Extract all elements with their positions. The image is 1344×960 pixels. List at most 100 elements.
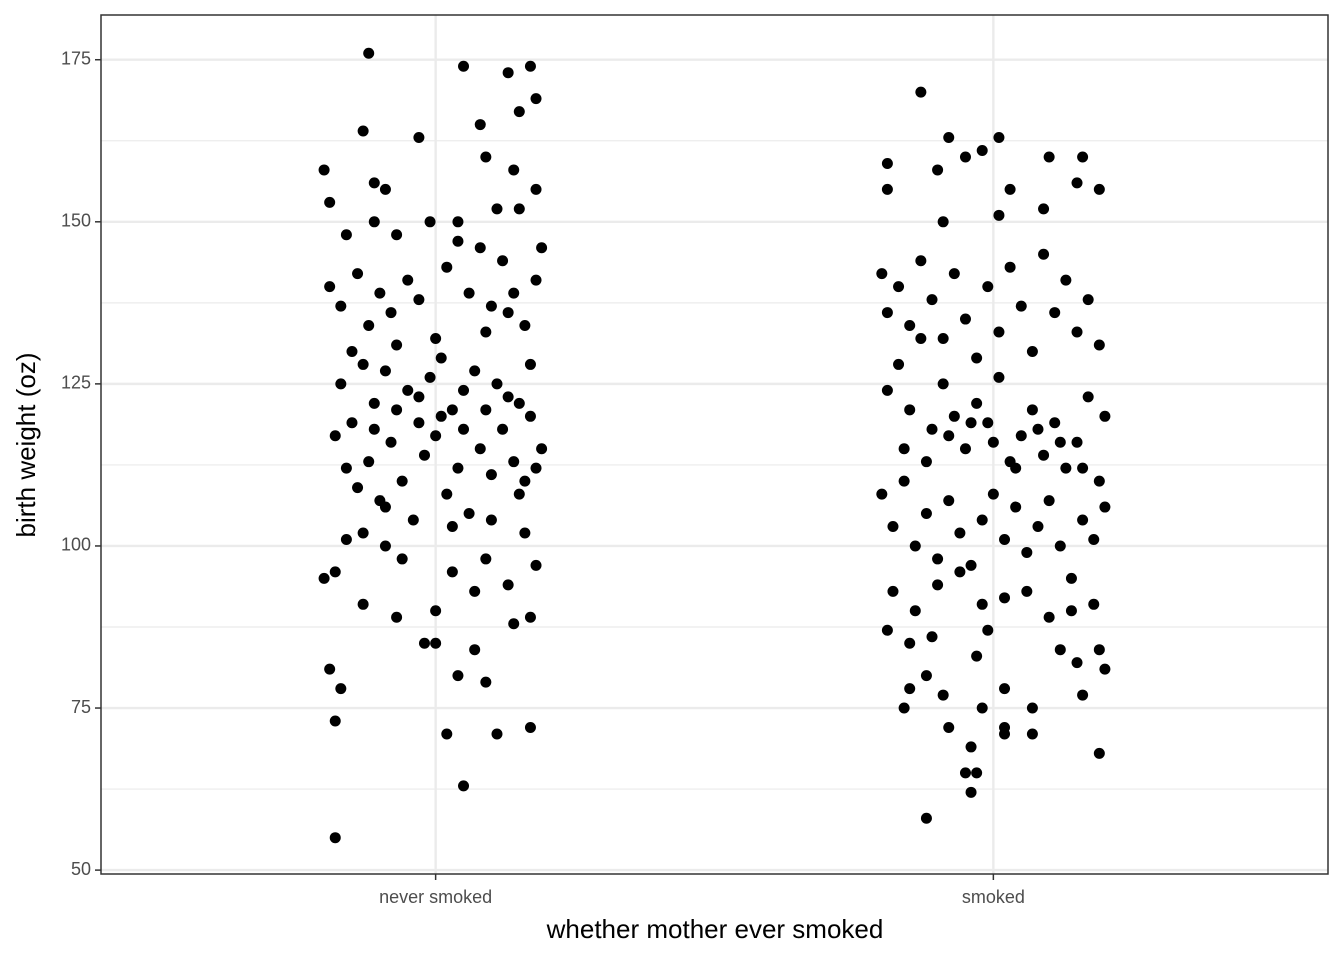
- point: [932, 553, 944, 565]
- point: [363, 47, 375, 59]
- point: [379, 183, 391, 195]
- point: [987, 488, 999, 500]
- point: [363, 456, 375, 468]
- point: [920, 812, 932, 824]
- point: [943, 430, 955, 442]
- point: [413, 391, 425, 403]
- point: [1015, 300, 1027, 312]
- point: [452, 462, 464, 474]
- point: [959, 313, 971, 325]
- point: [497, 423, 509, 435]
- point: [524, 410, 536, 422]
- point: [446, 566, 458, 578]
- point: [926, 631, 938, 643]
- point: [1093, 339, 1105, 351]
- y-tick-label: 75: [71, 697, 91, 717]
- point: [446, 404, 458, 416]
- point: [485, 514, 497, 526]
- point: [1065, 605, 1077, 617]
- point: [976, 598, 988, 610]
- point: [1082, 391, 1094, 403]
- point: [915, 86, 927, 98]
- point: [1026, 728, 1038, 740]
- point: [458, 423, 470, 435]
- point: [881, 384, 893, 396]
- point: [976, 144, 988, 156]
- point: [943, 721, 955, 733]
- point: [418, 449, 430, 461]
- point: [379, 501, 391, 513]
- point: [1082, 294, 1094, 306]
- point: [480, 676, 492, 688]
- point: [915, 255, 927, 267]
- point: [965, 741, 977, 753]
- point: [391, 339, 403, 351]
- point: [413, 294, 425, 306]
- point: [335, 378, 347, 390]
- point: [474, 242, 486, 254]
- point: [937, 333, 949, 345]
- point: [999, 721, 1011, 733]
- point: [1077, 462, 1089, 474]
- point: [519, 320, 531, 332]
- point: [920, 670, 932, 682]
- point: [368, 397, 380, 409]
- point: [982, 417, 994, 429]
- point: [1021, 546, 1033, 558]
- point: [893, 281, 905, 293]
- point: [502, 307, 514, 319]
- point: [1093, 747, 1105, 759]
- point: [965, 417, 977, 429]
- point: [1099, 663, 1111, 675]
- point: [391, 229, 403, 241]
- point: [407, 514, 419, 526]
- point: [430, 430, 442, 442]
- point: [402, 384, 414, 396]
- point: [954, 527, 966, 539]
- point: [1043, 611, 1055, 623]
- point: [915, 333, 927, 345]
- point: [1099, 410, 1111, 422]
- point: [959, 443, 971, 455]
- point: [893, 358, 905, 370]
- point: [452, 670, 464, 682]
- point: [418, 637, 430, 649]
- point: [881, 183, 893, 195]
- point: [1021, 585, 1033, 597]
- point: [374, 287, 386, 299]
- point: [480, 404, 492, 416]
- point: [441, 728, 453, 740]
- point: [324, 196, 336, 208]
- point: [502, 579, 514, 591]
- point: [491, 203, 503, 215]
- point: [948, 410, 960, 422]
- point: [340, 229, 352, 241]
- point: [993, 326, 1005, 338]
- point: [904, 320, 916, 332]
- point: [937, 689, 949, 701]
- plot-background: [101, 15, 1328, 874]
- point: [1071, 657, 1083, 669]
- point: [329, 566, 341, 578]
- point: [999, 683, 1011, 695]
- point: [391, 404, 403, 416]
- panel-border: [100, 14, 1329, 875]
- point: [881, 307, 893, 319]
- point: [435, 352, 447, 364]
- point: [469, 585, 481, 597]
- point: [435, 410, 447, 422]
- point: [508, 287, 520, 299]
- point: [909, 540, 921, 552]
- point: [458, 780, 470, 792]
- point: [1049, 307, 1061, 319]
- point: [976, 514, 988, 526]
- point: [1038, 203, 1050, 215]
- point: [1004, 261, 1016, 273]
- point: [932, 579, 944, 591]
- point: [452, 216, 464, 228]
- point: [904, 404, 916, 416]
- point: [982, 281, 994, 293]
- point: [904, 683, 916, 695]
